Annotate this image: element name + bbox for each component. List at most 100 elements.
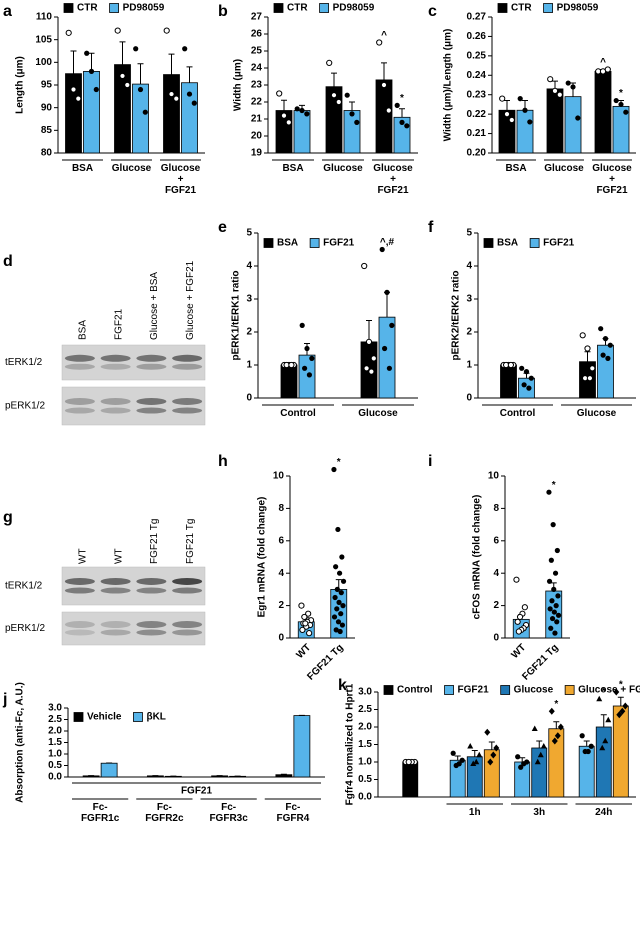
bar [598,345,614,398]
blot-background [62,612,205,645]
error-bar [536,741,542,748]
data-point [548,626,553,631]
y-tick-label: 0 [246,393,252,404]
blot-band [101,408,131,414]
data-point [395,103,400,108]
category-label: Glucose [107,163,156,174]
y-tick-label: 0.23 [467,89,487,100]
data-point [289,362,294,367]
panel-label: f [428,219,434,236]
y-tick-label: 27 [251,12,263,23]
bar [484,750,499,797]
lane-label: FGF21 Tg [149,519,160,564]
bar [299,355,315,398]
y-tick-label: 95 [41,80,53,91]
panel-label: e [218,219,227,236]
y-tick-label: 0.5 [358,774,372,785]
data-point [169,91,174,96]
legend-swatch [501,686,510,695]
error-bar [601,715,607,727]
data-point [345,93,350,98]
x-tick-label: WT [509,642,528,661]
y-axis-label: Fgfr4 normalized to Hprt1 [345,683,356,805]
y-tick-label: 0.5 [48,760,62,771]
legend-label: βKL [146,712,165,723]
y-tick-label: 3.0 [358,687,372,698]
y-tick-label: 6 [278,535,284,546]
legend-swatch [384,686,393,695]
y-tick-label: 10 [488,471,500,482]
y-tick-label: 0 [278,633,284,644]
data-point [399,120,404,125]
data-point [484,729,490,736]
lane-label: BSA [78,320,89,340]
legend-label: PD98059 [123,3,165,14]
data-point [336,99,341,104]
data-point [550,616,555,621]
bar [403,762,418,797]
blot-band [101,588,131,594]
blot-row-label: pERK1/2 [5,623,45,634]
category-label-box: BSA [492,163,540,203]
y-tick-label: 90 [41,102,53,113]
data-point [84,51,89,56]
legend-label: BSA [497,238,518,249]
category-label: 3h [507,807,572,818]
blot-band [65,408,95,414]
category-label-box: Glucose [540,163,588,203]
y-tick-label: 4 [246,261,252,272]
category-label-box: 1h [443,807,508,847]
data-point [339,590,344,595]
category-label: Fc- FGFR2c [132,802,196,824]
data-point [76,96,81,101]
data-point [608,343,613,348]
error-bar [187,67,193,83]
category-label: Fc- FGFR1c [68,802,132,824]
panel-label: a [3,3,12,20]
blot-band [136,355,166,362]
category-label: Glucose [557,408,636,419]
data-point [309,356,314,361]
y-tick-label: 3 [466,294,472,305]
panel-label: i [428,453,432,470]
blot-band [172,398,202,405]
data-point [340,603,345,608]
data-point [532,726,538,731]
category-label-box: Glucose + FGF21 [368,163,418,203]
category-label-box: 3h [507,807,572,847]
y-tick-label: 0.0 [358,792,372,803]
bar [84,71,100,153]
category-label: Glucose [318,163,368,174]
data-point [138,87,143,92]
legend-label: Control [397,685,433,696]
legend-swatch [133,713,142,722]
data-point [349,111,354,116]
lane-label: Glucose + FGF21 [185,260,196,340]
data-point [187,91,192,96]
data-point [295,106,300,111]
data-point [551,587,556,592]
data-point [364,366,369,371]
data-point [335,527,340,532]
y-axis-label: Length (μm) [15,56,26,114]
lane-label: FGF21 [113,308,124,340]
legend-label: CTR [511,3,532,14]
y-tick-label: 4 [493,568,499,579]
bar [376,80,392,153]
lane-label: WT [78,548,89,564]
data-point [541,743,547,748]
bar [579,746,594,797]
blot-band [136,629,166,635]
error-bar [331,73,337,87]
data-point [618,102,623,107]
category-label-box: Fc- FGFR2c [132,802,196,842]
annotation: * [619,88,623,99]
blot-band [136,578,166,585]
data-point [182,46,187,51]
data-point [371,356,376,361]
y-tick-label: 1.5 [358,739,372,750]
y-tick-label: 8 [493,503,499,514]
lane-label: WT [113,548,124,564]
y-axis-label: Width (μm)/Length (μm) [443,29,454,142]
data-point [601,353,606,358]
